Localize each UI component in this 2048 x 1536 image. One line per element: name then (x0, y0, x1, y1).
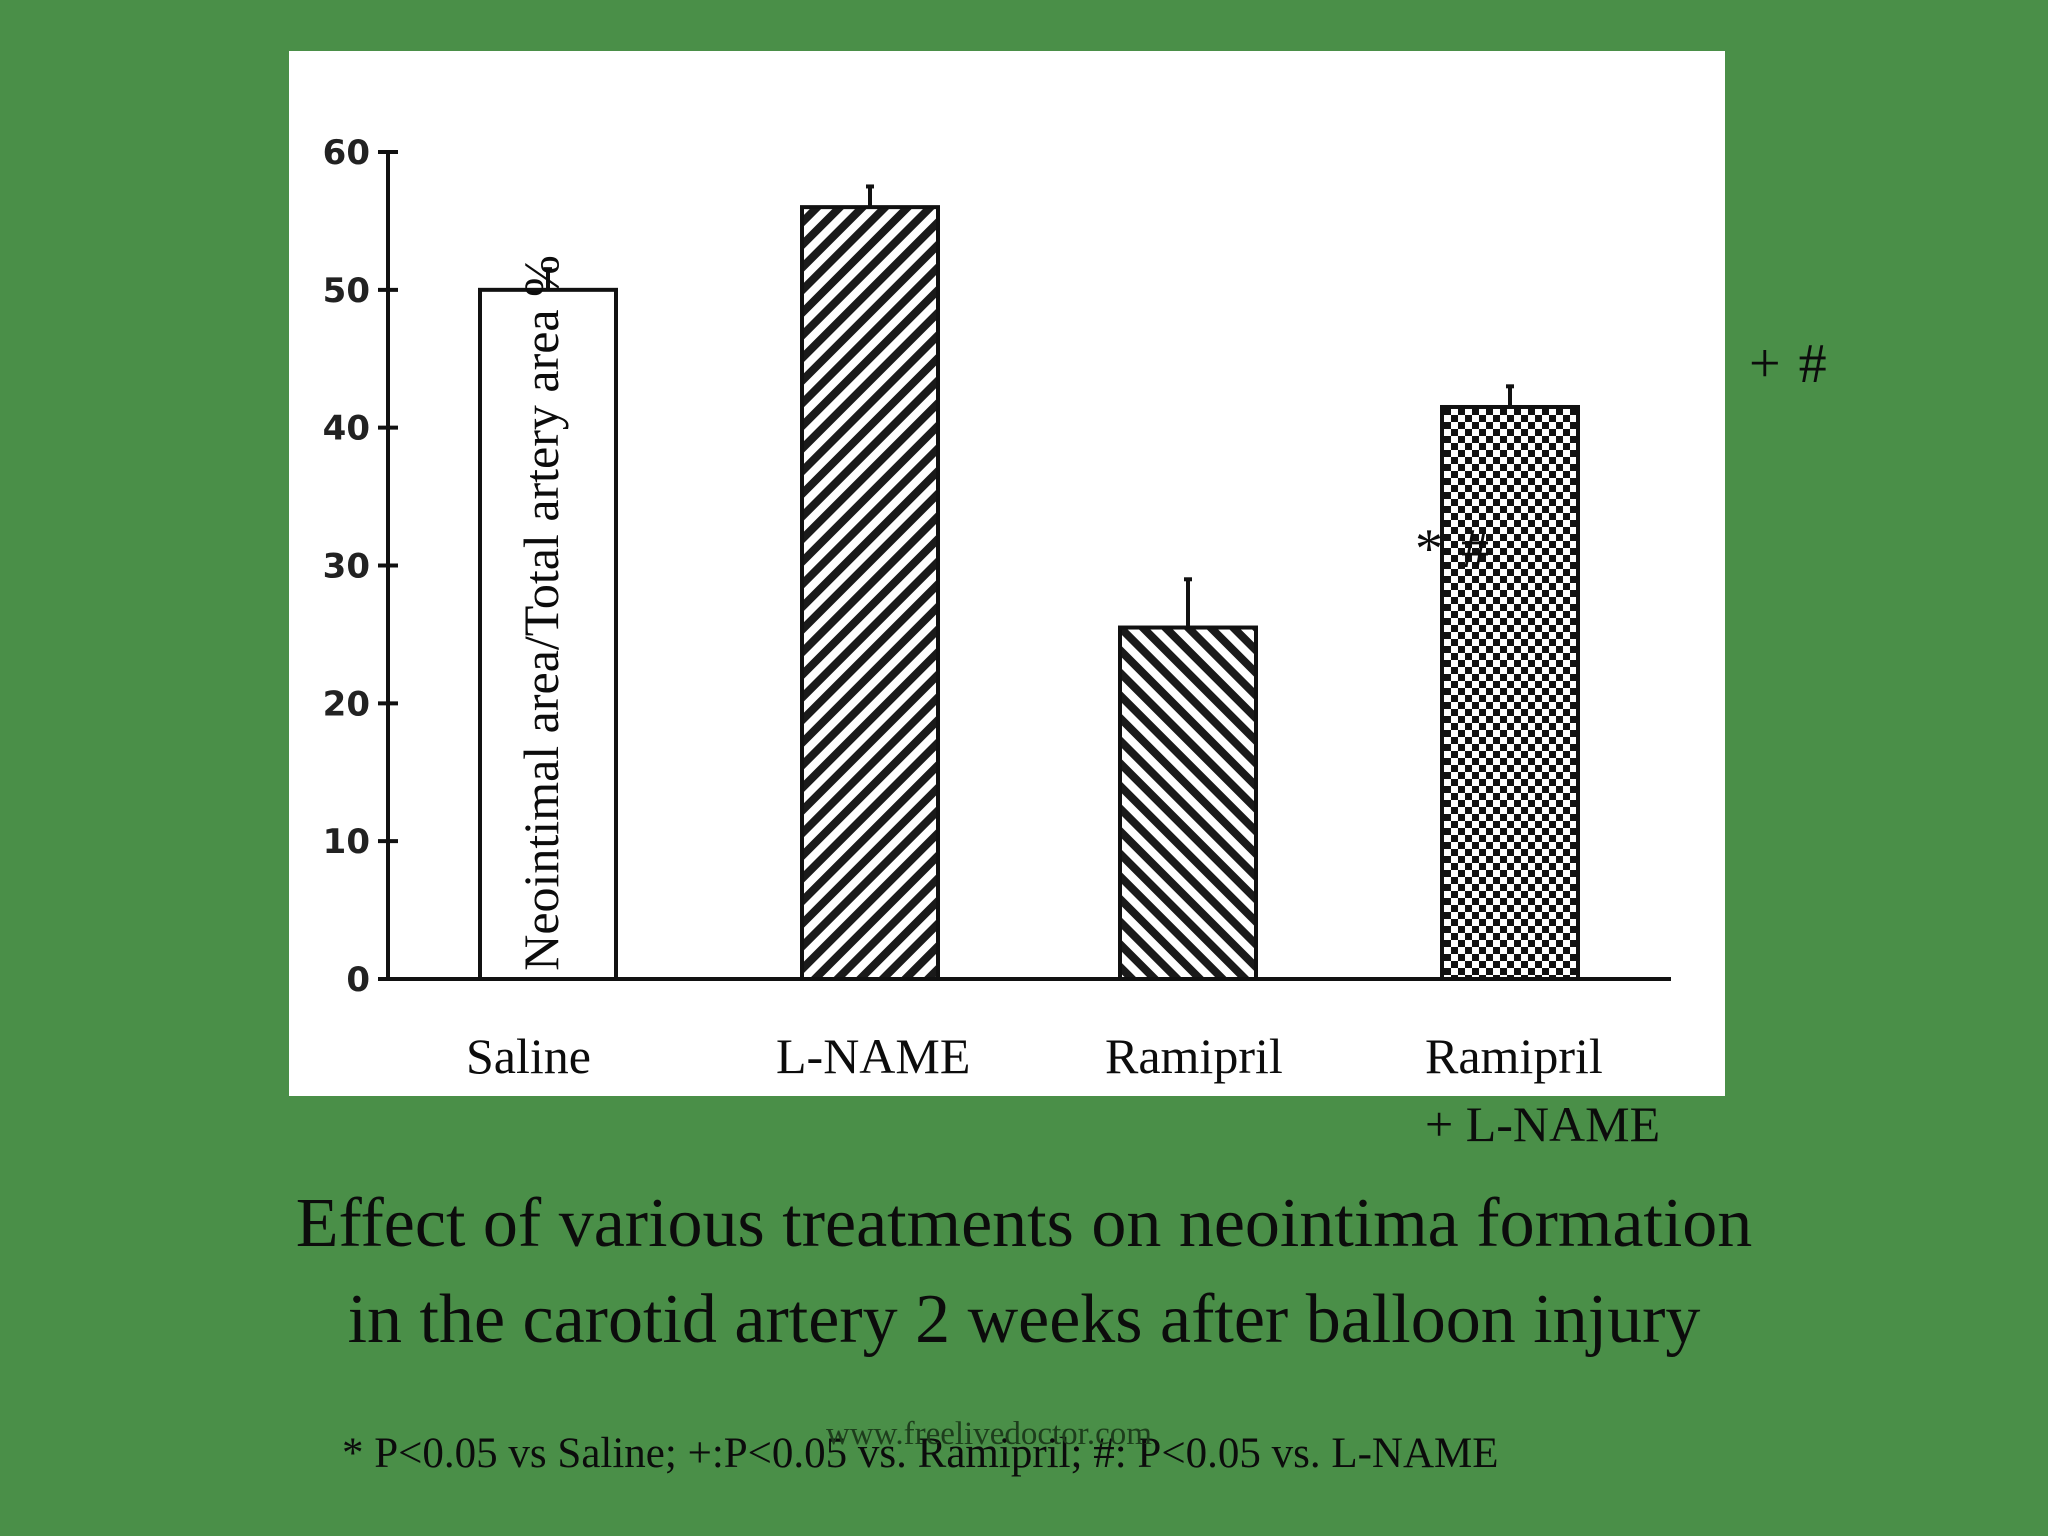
y-tick-label: 60 (323, 133, 370, 173)
watermark: www.freelivedoctor.com (826, 1416, 1152, 1452)
category-label-line: + L-NAME (1425, 1096, 1661, 1152)
y-axis-label: Neointimal area/Total artery area % (513, 255, 569, 971)
bar-chart: 0 10 20 30 40 50 60 (323, 133, 1671, 1000)
bar-1 (800, 205, 940, 981)
category-label-l-name: L-NAME (776, 1022, 970, 1090)
y-tick-label: 40 (323, 409, 370, 449)
significance-footnote: * P<0.05 vs Saline; +:P<0.05 vs. Ramipri… (342, 1430, 1499, 1477)
chart-panel: 0 10 20 30 40 50 60 Neointimal area/Total arte… (289, 51, 1827, 1096)
chart-title-line-2: in the carotid artery 2 weeks after ball… (347, 1281, 1701, 1358)
bar-3 (1440, 404, 1580, 982)
annotation-ramipril-lname: + # (1749, 333, 1829, 395)
category-label-line: Saline (466, 1028, 591, 1084)
bar-0 (478, 287, 618, 982)
y-tick-label: 20 (323, 684, 370, 724)
category-label-ramipril: Ramipril (1105, 1022, 1283, 1090)
y-tick-label: 10 (323, 822, 370, 862)
y-tick-label: 0 (346, 960, 370, 1000)
chart-title: Effect of various treatments on neointim… (0, 1176, 2048, 1368)
category-label-ramipril-l-name: Ramipril + L-NAME (1425, 1022, 1660, 1158)
category-label-line: Ramipril (1425, 1028, 1603, 1084)
y-tick-label: 30 (323, 547, 370, 587)
bar-2 (1118, 625, 1258, 982)
category-label-line: Ramipril (1105, 1028, 1283, 1084)
chart-title-line-1: Effect of various treatments on neointim… (295, 1185, 1753, 1262)
category-label-saline: Saline (466, 1022, 591, 1090)
category-label-line: L-NAME (776, 1028, 971, 1084)
y-tick-label: 50 (323, 271, 370, 311)
annotation-ramipril: * # (1415, 518, 1491, 580)
